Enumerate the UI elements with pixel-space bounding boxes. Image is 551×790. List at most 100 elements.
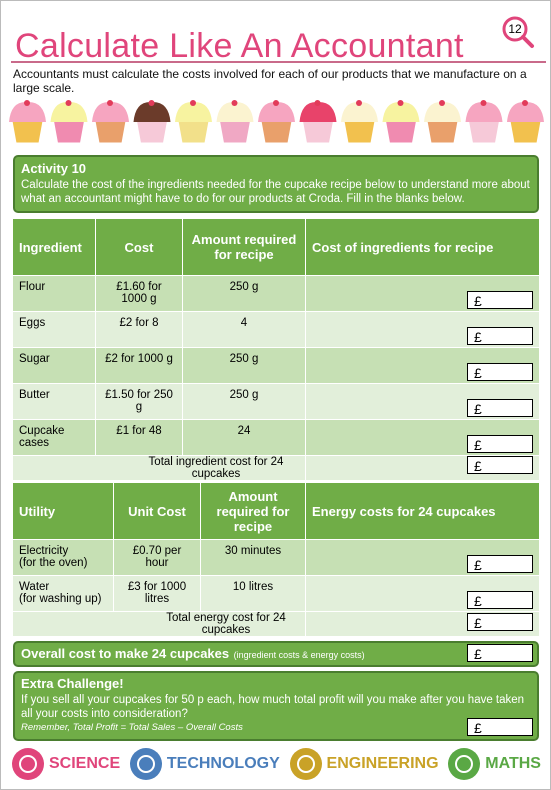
total-label: Total energy cost for 24 cupcakes bbox=[12, 611, 306, 637]
cell: £1.50 for 250 g bbox=[95, 383, 183, 420]
cupcake-icing bbox=[382, 101, 420, 122]
table-row: Flour £1.60 for 1000 g 250 g bbox=[12, 275, 540, 312]
cupcake-row bbox=[9, 100, 544, 144]
cupcake-case bbox=[343, 120, 376, 144]
cupcake-case bbox=[135, 120, 169, 144]
cupcake-cherry bbox=[24, 100, 30, 106]
cupcake-case bbox=[426, 120, 459, 144]
cupcake-case bbox=[509, 120, 542, 144]
cupcake-cherry bbox=[148, 100, 155, 106]
subject-logo: SCIENCE bbox=[11, 747, 120, 781]
cupcake-case bbox=[11, 120, 44, 144]
cell: £2 for 1000 g bbox=[95, 347, 183, 384]
subject-label: MATHS bbox=[485, 755, 541, 772]
header: Ingredient bbox=[12, 218, 96, 276]
cupcake-icing bbox=[507, 101, 544, 122]
cupcake-icing bbox=[50, 101, 88, 122]
subject-logo: MATHS bbox=[447, 747, 541, 781]
challenge-title: Extra Challenge! bbox=[21, 676, 124, 691]
subject-icon bbox=[12, 748, 44, 780]
cupcake-cherry bbox=[522, 100, 528, 106]
total-label: Total ingredient cost for 24 cupcakes bbox=[12, 455, 306, 481]
overall-note: (ingredient costs & energy costs) bbox=[233, 650, 365, 660]
icon-circle bbox=[448, 748, 481, 780]
cupcake-icing bbox=[465, 101, 503, 122]
answer-box: £ bbox=[467, 555, 533, 573]
activity-text: Calculate the cost of the ingredients ne… bbox=[21, 179, 530, 205]
page-number: 12 bbox=[508, 22, 522, 36]
cupcake-icing bbox=[216, 101, 254, 122]
cell: £2 for 8 bbox=[95, 311, 183, 348]
cell: 250 g bbox=[182, 347, 306, 384]
cupcake-cherry bbox=[356, 100, 362, 106]
subject-label: ENGINEERING bbox=[326, 755, 439, 772]
cupcake-case bbox=[52, 120, 86, 144]
cell: 24 bbox=[182, 419, 306, 456]
overall-box: Overall cost to make 24 cupcakes (ingred… bbox=[13, 641, 539, 667]
subject-icon bbox=[129, 748, 162, 780]
utilities-table: Utility Unit Cost Amount required for re… bbox=[12, 482, 540, 637]
cupcake-cherry bbox=[65, 100, 72, 106]
challenge-text: If you sell all your cupcakes for 50 p e… bbox=[21, 694, 525, 720]
activity-title: Activity 10 bbox=[21, 161, 87, 176]
cupcake-case bbox=[467, 120, 501, 144]
answer-box: £ bbox=[467, 613, 533, 631]
page-badge-icon bbox=[502, 16, 534, 48]
cupcake-icing bbox=[133, 101, 171, 122]
cell: Sugar bbox=[12, 347, 96, 384]
icon-inner bbox=[296, 755, 315, 773]
cupcake-icing bbox=[258, 101, 295, 122]
overall-label: Overall cost to make 24 cupcakes bbox=[21, 646, 230, 661]
table-row: Electricity (for the oven) £0.70 per hour… bbox=[12, 539, 540, 576]
answer-box: £ bbox=[467, 644, 533, 662]
cell: 30 minutes bbox=[200, 539, 306, 576]
cupcake-icing bbox=[424, 101, 461, 122]
header: Amount required for recipe bbox=[200, 482, 306, 540]
cupcake-cherry bbox=[273, 100, 279, 106]
cupcake-icing bbox=[92, 101, 129, 122]
cupcake-cherry bbox=[314, 100, 321, 106]
answer-box: £ bbox=[467, 456, 533, 474]
cupcake-icing bbox=[9, 101, 46, 122]
cupcake-cherry bbox=[439, 100, 445, 106]
activity-box: Activity 10 Calculate the cost of the in… bbox=[13, 155, 539, 213]
subject-label: TECHNOLOGY bbox=[166, 755, 280, 772]
subject-label: SCIENCE bbox=[49, 755, 121, 772]
cupcake-cherry bbox=[397, 100, 404, 106]
challenge-box: Extra Challenge! If you sell all your cu… bbox=[13, 671, 539, 741]
subject-icon bbox=[289, 748, 322, 780]
header: Cost of ingredients for recipe bbox=[305, 218, 540, 276]
cell: 4 bbox=[182, 311, 306, 348]
table-row: Water (for washing up) £3 for 1000 litres… bbox=[12, 575, 540, 612]
cell: 250 g bbox=[182, 275, 306, 312]
answer-box: £ bbox=[467, 399, 533, 417]
cupcake-icing bbox=[341, 101, 378, 122]
cupcake-cherry bbox=[190, 100, 196, 106]
cell: Eggs bbox=[12, 311, 96, 348]
cell: Electricity (for the oven) bbox=[12, 539, 114, 576]
answer-box: £ bbox=[467, 363, 533, 381]
cell: £1.60 for 1000 g bbox=[95, 275, 183, 312]
answer-box: £ bbox=[467, 591, 533, 609]
icon-inner bbox=[19, 755, 37, 773]
cupcake-case bbox=[218, 120, 252, 144]
cell: Water (for washing up) bbox=[12, 575, 114, 612]
cupcake-cherry bbox=[231, 100, 238, 106]
cell: £1 for 48 bbox=[95, 419, 183, 456]
cell: 10 litres bbox=[200, 575, 306, 612]
cupcake-cherry bbox=[480, 100, 487, 106]
cupcake-icing bbox=[175, 101, 212, 122]
intro: Accountants must calculate the costs inv… bbox=[13, 67, 527, 95]
cell: Butter bbox=[12, 383, 96, 420]
cell: Cupcake cases bbox=[12, 419, 96, 456]
cupcake-case bbox=[301, 120, 335, 144]
cell: £3 for 1000 litres bbox=[113, 575, 201, 612]
icon-circle bbox=[129, 748, 162, 780]
cell: 250 g bbox=[182, 383, 306, 420]
cupcake-case bbox=[384, 120, 418, 144]
cupcake-case bbox=[177, 120, 210, 144]
cupcake-cherry bbox=[107, 100, 113, 106]
ingredients-table: Ingredient Cost Amount required for reci… bbox=[12, 218, 540, 481]
